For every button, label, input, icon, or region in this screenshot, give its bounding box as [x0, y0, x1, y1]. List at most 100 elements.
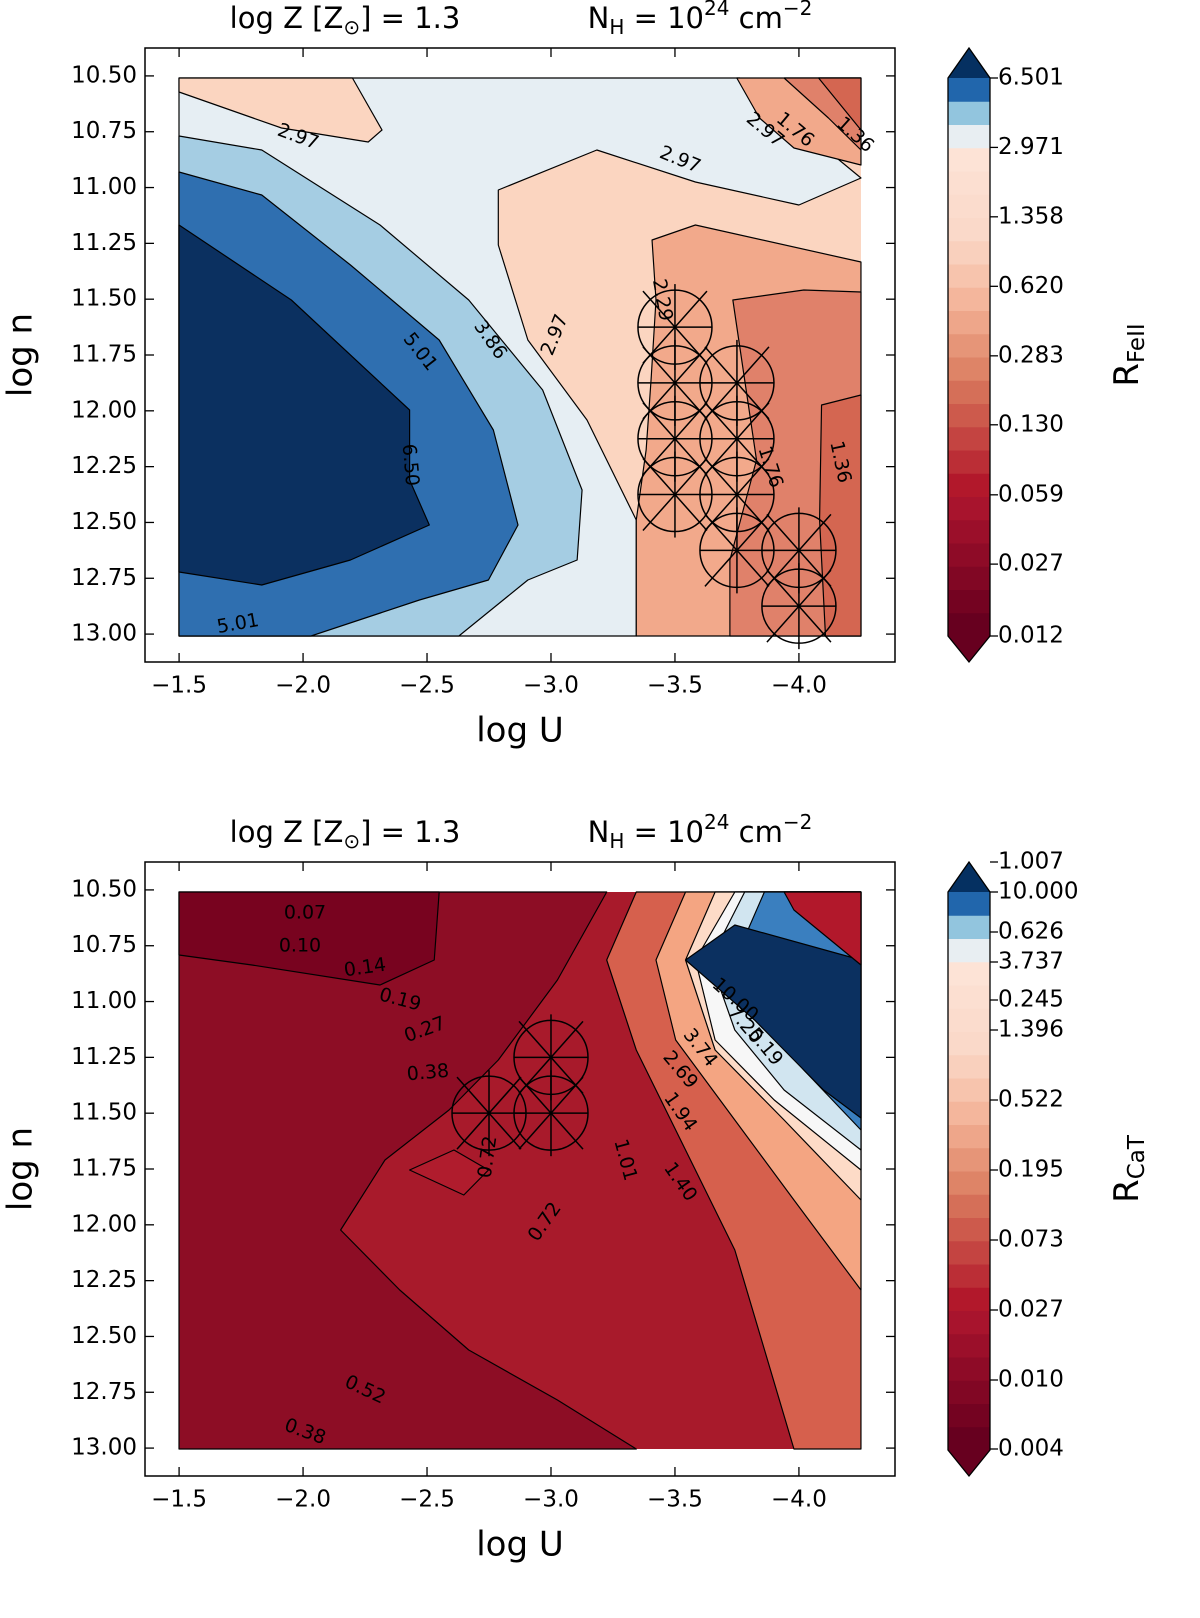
point-marker-line — [642, 290, 708, 364]
colorbar-band — [948, 1264, 990, 1288]
title-part: N — [588, 815, 610, 849]
colorbar-band — [948, 1194, 990, 1218]
colorbar-band — [948, 310, 990, 335]
colorbar-band — [948, 1078, 990, 1102]
colorbar-tick-label: 0.195 — [998, 1157, 1064, 1183]
colorbar-label-part: R — [1107, 1179, 1147, 1203]
title-part: H — [609, 15, 624, 39]
title-part: cm — [729, 815, 782, 849]
colorbar-band — [948, 240, 990, 265]
colorbar-band — [948, 357, 990, 381]
title-part: 24 — [704, 810, 729, 834]
colorbar-band — [948, 543, 990, 567]
y-tick-label: 12.25 — [71, 1267, 137, 1293]
colorbar-band — [948, 1403, 990, 1428]
colorbar-tick-label: 0.027 — [998, 551, 1064, 577]
colorbar-tick-label: 0.245 — [998, 987, 1064, 1013]
y-tick-label: 11.50 — [71, 1100, 137, 1126]
title-part: ⊙ — [343, 15, 360, 39]
title-part: log Z [Z — [230, 815, 344, 849]
colorbar-band — [948, 1008, 990, 1032]
y-tick-label: 11.00 — [71, 174, 137, 200]
colorbar-band — [948, 1124, 990, 1149]
y-tick-label: 12.00 — [71, 397, 137, 423]
title-part: N — [588, 1, 610, 35]
colorbar-label-part: FeII — [1124, 323, 1150, 363]
x-tick-label: −1.5 — [151, 673, 207, 699]
colorbar-tick-label: 0.130 — [998, 411, 1064, 437]
point-marker-line — [766, 513, 832, 587]
colorbar-band — [948, 78, 990, 102]
colorbar-band — [948, 473, 990, 497]
y-tick-label: 11.50 — [71, 286, 137, 312]
colorbar-band — [948, 1357, 990, 1381]
point-marker-line — [518, 1020, 584, 1094]
x-tick-label: −2.5 — [399, 673, 455, 699]
y-axis-label: log n — [1, 1127, 41, 1211]
y-tick-label: 12.50 — [71, 509, 137, 535]
colorbar-tick-label: 0.027 — [998, 1297, 1064, 1323]
x-tick-label: −3.5 — [647, 673, 703, 699]
colorbar-band — [948, 985, 990, 1009]
colorbar-band — [948, 1240, 990, 1265]
colorbar-band — [948, 1054, 990, 1079]
colorbar-tick-label: 0.626 — [998, 919, 1064, 945]
y-axis-label: log n — [1, 313, 41, 397]
colorbar-band — [948, 380, 990, 404]
colorbar-band — [948, 519, 990, 544]
colorbar-tick-label: 0.522 — [998, 1087, 1064, 1113]
title-part: = 10 — [624, 815, 704, 849]
contour-label: 0.07 — [284, 902, 326, 924]
contour-label: 0.38 — [406, 1060, 450, 1086]
region — [178, 891, 440, 986]
y-tick-label: 12.25 — [71, 453, 137, 479]
title-part: H — [609, 829, 624, 853]
title-right: NH = 1024 cm−2 — [588, 810, 813, 853]
colorbar-tick-label: 2.971 — [998, 134, 1064, 160]
colorbar-tick-label: 0.010 — [998, 1367, 1064, 1393]
colorbar-extend — [948, 636, 990, 662]
x-tick-label: −4.0 — [771, 673, 827, 699]
y-tick-label: 11.00 — [71, 988, 137, 1014]
colorbar-band — [948, 1287, 990, 1311]
colorbar-band — [948, 124, 990, 149]
colorbar-band — [948, 1101, 990, 1125]
title-part: 24 — [704, 0, 729, 20]
title-right: NH = 1024 cm−2 — [588, 0, 813, 39]
y-tick-label: 11.25 — [71, 230, 137, 256]
colorbar-band — [948, 612, 990, 637]
title-part: cm — [729, 1, 782, 35]
title-left: log Z [Z⊙] = 1.3 — [230, 1, 461, 39]
colorbar-band — [948, 1217, 990, 1242]
colorbar-band — [948, 1031, 990, 1056]
y-tick-label: 12.75 — [71, 1379, 137, 1405]
colorbar-band — [948, 450, 990, 474]
colorbar-label-part: R — [1107, 363, 1147, 387]
colorbar-tick-label: 0.012 — [998, 623, 1064, 649]
colorbar-band — [948, 426, 990, 451]
colorbar-tick-label: 6.501 — [998, 65, 1064, 91]
colorbar-tick-label: 1.358 — [998, 203, 1064, 229]
region — [178, 224, 430, 586]
x-axis-label: log U — [476, 711, 564, 751]
x-axis-label: log U — [476, 1525, 564, 1565]
y-tick-label: 11.75 — [71, 342, 137, 368]
point-marker-line — [704, 458, 770, 532]
title-left: log Z [Z⊙] = 1.3 — [230, 815, 461, 853]
title-part: log Z [Z — [230, 1, 344, 35]
colorbar-tick-label: 10.000 — [998, 879, 1078, 905]
colorbar-tick-label: 0.004 — [998, 1436, 1064, 1462]
colorbar-band — [948, 589, 990, 614]
colorbar-band — [948, 1333, 990, 1358]
point-marker-line — [766, 569, 832, 643]
region — [178, 891, 637, 1450]
colorbar-frame — [947, 860, 991, 1478]
y-tick-label: 13.00 — [71, 1435, 137, 1461]
y-tick-label: 10.75 — [71, 932, 137, 958]
colorbar-band — [948, 194, 990, 218]
region — [178, 77, 383, 143]
point-marker-line — [642, 346, 708, 420]
region — [684, 924, 862, 1119]
colorbar-band — [948, 217, 990, 242]
